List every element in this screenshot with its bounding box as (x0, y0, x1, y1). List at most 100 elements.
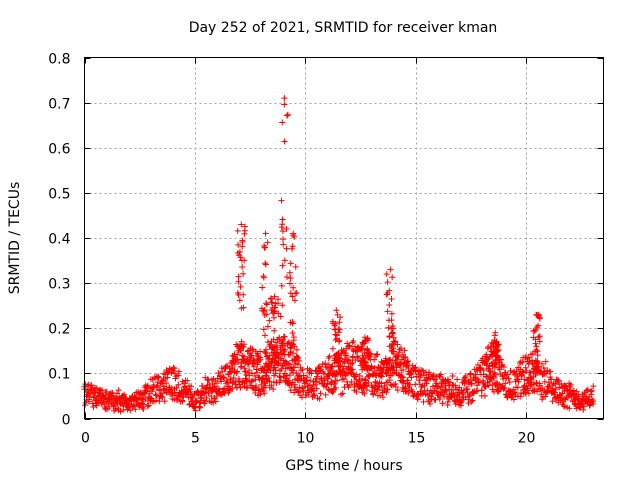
data-point (495, 386, 502, 393)
data-point (520, 369, 527, 376)
data-point (161, 398, 168, 405)
data-point (361, 334, 368, 341)
data-point (263, 300, 270, 307)
data-point (558, 394, 565, 401)
data-point (584, 386, 591, 393)
data-point (292, 263, 299, 270)
data-point (360, 355, 367, 362)
data-point (439, 400, 446, 407)
data-point (283, 245, 290, 252)
data-point (252, 384, 259, 391)
data-point (480, 367, 487, 374)
data-point (385, 324, 392, 331)
data-point (448, 386, 455, 393)
data-point (288, 245, 295, 252)
data-point (221, 375, 228, 382)
data-point (234, 227, 241, 234)
data-point (284, 111, 291, 118)
data-point (519, 368, 526, 375)
data-point (189, 395, 196, 402)
data-point (262, 372, 269, 379)
data-point (361, 390, 368, 397)
data-point (271, 293, 278, 300)
data-point (210, 399, 217, 406)
data-point (331, 380, 338, 387)
data-point (155, 373, 162, 380)
data-point (250, 363, 257, 370)
data-point (271, 308, 278, 315)
data-point (437, 371, 444, 378)
data-point (168, 390, 175, 397)
data-point (493, 360, 500, 367)
data-point (142, 387, 149, 394)
data-point (387, 266, 394, 273)
data-point (243, 357, 250, 364)
data-point (533, 360, 540, 367)
data-point (163, 380, 170, 387)
data-point (420, 398, 427, 405)
data-point (263, 311, 270, 318)
data-point (264, 355, 271, 362)
data-point (213, 393, 220, 400)
data-point (490, 349, 497, 356)
x-tick-label: 5 (191, 431, 200, 447)
data-point (282, 365, 289, 372)
data-point (356, 372, 363, 379)
data-point (271, 327, 278, 334)
data-point (408, 374, 415, 381)
data-point (377, 372, 384, 379)
data-point (290, 284, 297, 291)
data-point (261, 332, 268, 339)
data-point (175, 381, 182, 388)
data-point (322, 391, 329, 398)
data-point (590, 400, 597, 407)
data-point (272, 367, 279, 374)
data-point (279, 221, 286, 228)
data-point (465, 400, 472, 407)
data-point (287, 290, 294, 297)
data-point (353, 371, 360, 378)
data-point (533, 347, 540, 354)
data-point (343, 352, 350, 359)
data-point (404, 359, 411, 366)
data-point (171, 365, 178, 372)
data-point (349, 366, 356, 373)
data-point (552, 386, 559, 393)
data-point (159, 394, 166, 401)
data-point (329, 345, 336, 352)
data-point (567, 381, 574, 388)
data-point (349, 360, 356, 367)
data-point (302, 378, 309, 385)
data-point (277, 377, 284, 384)
data-point (237, 364, 244, 371)
data-point (261, 390, 268, 397)
data-point (532, 357, 539, 364)
data-point (500, 386, 507, 393)
data-point (383, 271, 390, 278)
data-point (248, 352, 255, 359)
data-point (394, 387, 401, 394)
data-point (294, 361, 301, 368)
data-point (281, 351, 288, 358)
data-point (555, 377, 562, 384)
data-point (390, 348, 397, 355)
data-point (267, 358, 274, 365)
data-point (276, 373, 283, 380)
data-point (281, 138, 288, 145)
data-point (273, 351, 280, 358)
data-point (534, 388, 541, 395)
data-point (262, 261, 269, 268)
y-tick-label: 0.2 (48, 322, 70, 338)
data-point (303, 377, 310, 384)
data-point (418, 367, 425, 374)
data-point (261, 244, 268, 251)
data-point (268, 382, 275, 389)
y-tick-label: 0.4 (48, 232, 70, 248)
data-point (454, 376, 461, 383)
data-point (468, 381, 475, 388)
y-tick-label: 0.5 (48, 187, 70, 203)
data-point (573, 405, 580, 412)
data-point (464, 385, 471, 392)
data-point (466, 393, 473, 400)
